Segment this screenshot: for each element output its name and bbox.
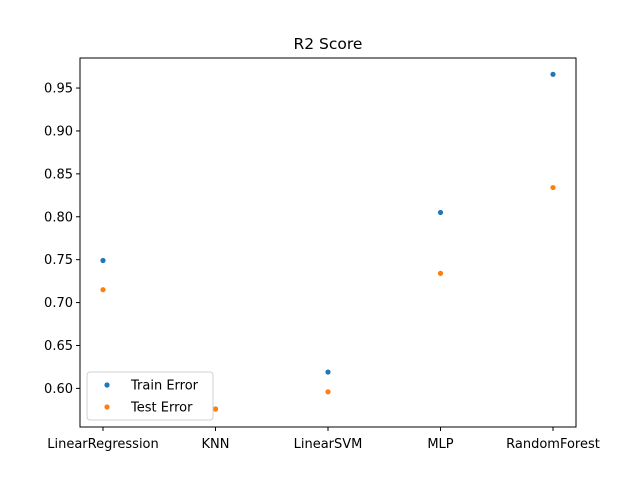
x-tick-label: RandomForest (506, 437, 600, 452)
legend-label: Test Error (130, 401, 193, 416)
y-tick-label: 0.80 (44, 210, 73, 225)
data-point-test-error (550, 184, 556, 191)
y-tick-label: 0.75 (44, 253, 73, 268)
data-point-test-error (437, 270, 444, 276)
x-tick-label: LinearRegression (47, 437, 159, 452)
y-axis: 0.60 0.65 0.70 0.75 0.80 0.85 0.90 0.95 (44, 82, 80, 397)
legend-marker (104, 382, 110, 388)
y-tick-label: 0.60 (44, 382, 73, 397)
data-point-test-error (212, 406, 219, 412)
legend: Train Error Test Error (86, 371, 214, 421)
y-tick-label: 0.70 (44, 296, 73, 311)
x-tick-label: KNN (202, 437, 230, 452)
data-point-train-error (550, 71, 556, 77)
data-point-train-error (325, 369, 331, 375)
data-point-train-error (100, 257, 106, 264)
legend-box (86, 371, 214, 421)
y-tick-label: 0.90 (44, 124, 73, 139)
legend-marker (104, 404, 110, 410)
y-tick-label: 0.95 (44, 82, 73, 97)
data-points (100, 71, 556, 412)
data-point-test-error (100, 287, 106, 293)
data-point-test-error (325, 389, 331, 395)
chart-title: R2 Score (294, 35, 363, 53)
data-point-train-error (437, 209, 444, 216)
y-tick-label: 0.65 (44, 339, 73, 354)
x-axis: LinearRegression KNN LinearSVM MLP RandomFor… (47, 427, 600, 452)
x-tick-label: LinearSVM (294, 437, 363, 452)
legend-label: Train Error (130, 379, 199, 394)
y-tick-label: 0.85 (44, 167, 73, 182)
x-tick-label: MLP (427, 437, 453, 452)
